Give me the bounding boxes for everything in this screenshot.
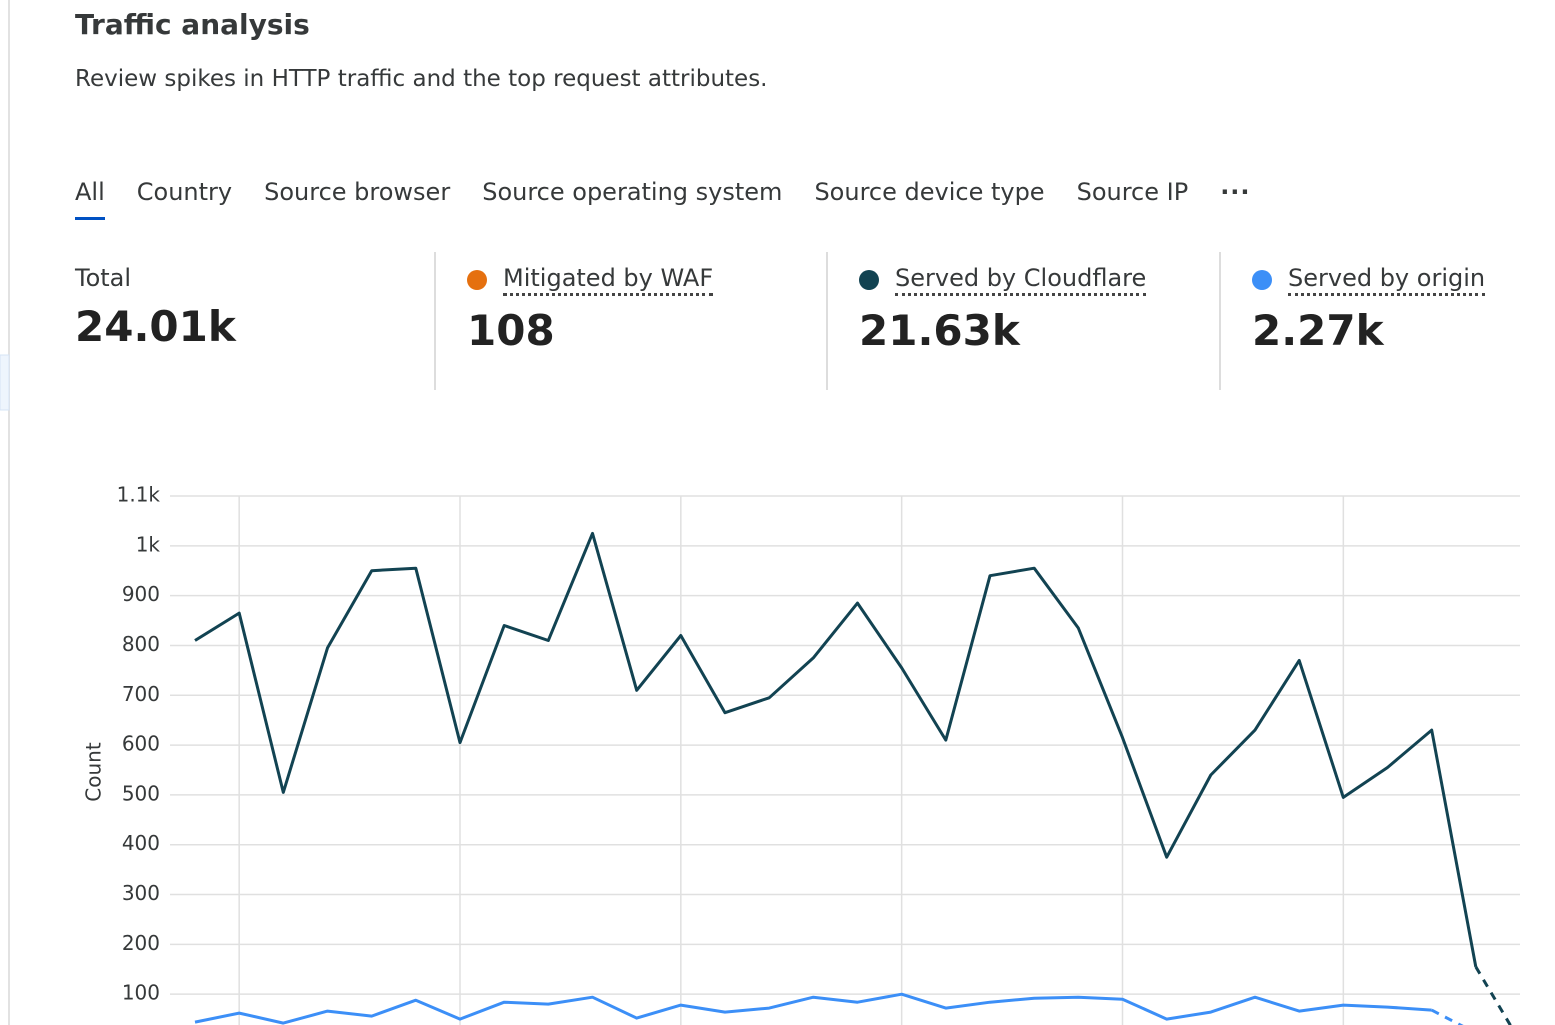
y-tick-label: 200: [122, 931, 160, 955]
y-tick-label: 300: [122, 881, 160, 905]
tab[interactable]: Source operating system: [482, 178, 783, 206]
stat: Total 24.01k: [75, 264, 236, 351]
stat-label-row: Mitigated by WAF: [467, 264, 714, 296]
stat-value: 21.63k: [859, 306, 1020, 355]
stat-separator: [434, 252, 436, 390]
page-subtitle: Review spikes in HTTP traffic and the to…: [75, 66, 768, 92]
more-tabs[interactable]: ···: [1220, 178, 1251, 206]
y-tick-label: 800: [122, 632, 160, 656]
tab-bar: All Country Source browser Source operating…: [75, 178, 1251, 220]
legend-dot: [1252, 270, 1272, 290]
y-tick-label: 700: [122, 682, 160, 706]
stat-separator: [826, 252, 828, 390]
stat-label-row: Total: [75, 264, 236, 292]
y-tick-label: 600: [122, 732, 160, 756]
page-title: Traffic analysis: [75, 8, 310, 41]
stat-value: 108: [467, 306, 555, 355]
legend-dot: [467, 270, 487, 290]
stat-label: Total: [75, 264, 132, 292]
stat: Mitigated by WAF 108: [467, 264, 714, 355]
series-line-dashed: [1431, 1008, 1464, 1025]
y-tick-label: 500: [122, 781, 160, 805]
stat-separator: [1219, 252, 1221, 390]
stat-value: 2.27k: [1252, 306, 1384, 355]
series-line-dashed: [1474, 966, 1512, 1025]
tab[interactable]: Source device type: [814, 178, 1045, 206]
side-marker: [0, 354, 10, 411]
tab[interactable]: Source browser: [264, 178, 451, 206]
y-tick-label: 1.1k: [117, 483, 161, 507]
stat: Served by origin 2.27k: [1252, 264, 1486, 355]
stat-label[interactable]: Mitigated by WAF: [503, 264, 714, 296]
stat-label[interactable]: Served by Cloudflare: [895, 264, 1147, 296]
stat-value: 24.01k: [75, 302, 236, 351]
y-tick-label: 1k: [136, 532, 161, 556]
y-axis-label: Count: [82, 742, 106, 802]
tab[interactable]: Country: [136, 178, 233, 206]
series-line: [194, 531, 1478, 968]
legend-dot: [859, 270, 879, 290]
stat-label[interactable]: Served by origin: [1288, 264, 1486, 296]
stat-label-row: Served by Cloudflare: [859, 264, 1147, 296]
y-tick-label: 400: [122, 831, 160, 855]
y-tick-label: 100: [122, 981, 160, 1005]
stat: Served by Cloudflare 21.63k: [859, 264, 1147, 355]
tab[interactable]: Source IP: [1076, 178, 1189, 206]
y-tick-label: 900: [122, 582, 160, 606]
series-line: [194, 992, 1432, 1025]
tab[interactable]: All: [75, 178, 105, 220]
stat-label-row: Served by origin: [1252, 264, 1486, 296]
